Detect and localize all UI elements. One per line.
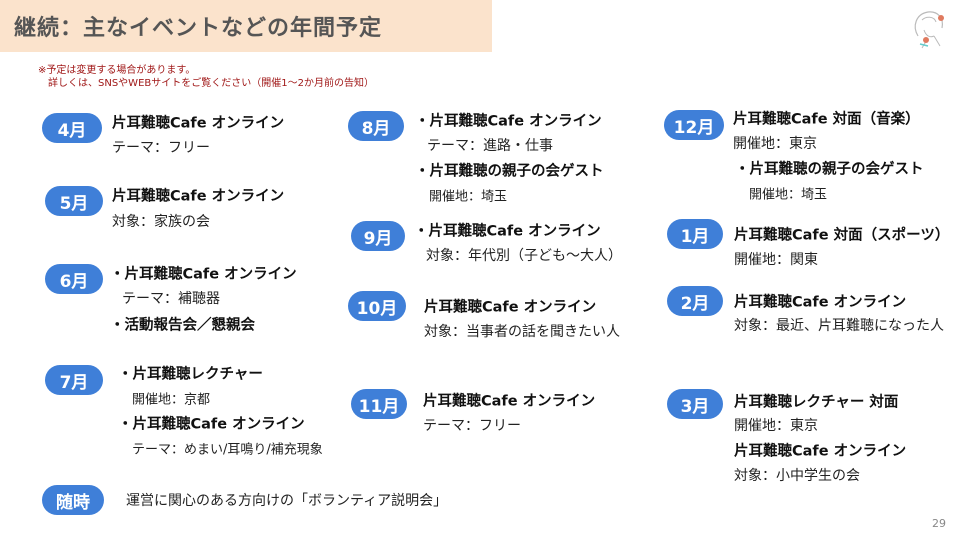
event-title: ・片耳難聴Cafe オンライン — [110, 266, 297, 283]
event-detail: テーマ：フリー — [112, 140, 210, 156]
event-title: 片耳難聴Cafe オンライン — [424, 299, 597, 316]
event-detail: 開催地：東京 — [733, 136, 817, 152]
event-detail: 開催地：関東 — [734, 252, 818, 268]
event-title: 片耳難聴Cafe 対面（音楽） — [733, 111, 920, 128]
month-badge: 2月 — [667, 286, 723, 316]
event-title: 片耳難聴Cafe オンライン — [112, 115, 285, 132]
event-detail: 運営に関心のある方向けの「ボランティア説明会」 — [126, 493, 448, 509]
schedule-note: ※予定は変更する場合があります。 詳しくは、SNSやWEBサイトをご覧ください（… — [38, 64, 374, 90]
event-title: ・片耳難聴Cafe オンライン — [118, 416, 305, 433]
month-badge: 9月 — [351, 221, 405, 251]
event-detail: 対象：小中学生の会 — [734, 468, 860, 484]
event-title: 片耳難聴Cafe 対面（スポーツ） — [734, 227, 950, 244]
month-badge: 11月 — [351, 389, 407, 419]
event-title: ・片耳難聴レクチャー — [118, 366, 263, 383]
event-detail: 対象：最近、片耳難聴になった人 — [734, 318, 944, 334]
month-badge: 4月 — [42, 113, 102, 143]
month-badge: 3月 — [667, 389, 723, 419]
event-detail: 開催地：埼玉 — [749, 187, 828, 203]
event-title: ・片耳難聴の親子の会ゲスト — [415, 163, 604, 180]
month-badge: 8月 — [348, 111, 404, 141]
month-badge: 7月 — [45, 365, 103, 395]
event-detail: 開催地：東京 — [734, 418, 818, 434]
title-bar: 継続：主なイベントなどの年間予定 — [0, 0, 492, 52]
logo-illustration-icon — [914, 11, 944, 49]
month-badge: 12月 — [664, 110, 724, 140]
event-title: 片耳難聴Cafe オンライン — [734, 294, 907, 311]
page-title: 継続：主なイベントなどの年間予定 — [14, 16, 383, 41]
event-detail: テーマ：めまい/耳鳴り/補充現象 — [132, 442, 323, 458]
month-badge: 1月 — [667, 219, 723, 249]
event-title: 片耳難聴Cafe オンライン — [112, 188, 285, 205]
page-number: 29 — [932, 517, 946, 530]
event-detail: テーマ：補聴器 — [122, 291, 220, 307]
event-title: 片耳難聴Cafe オンライン — [423, 393, 596, 410]
event-detail: 対象：年代別（子ども〜大人） — [426, 248, 622, 264]
month-badge: 10月 — [348, 291, 406, 321]
event-title: 片耳難聴Cafe オンライン — [734, 443, 907, 460]
event-detail: 対象：当事者の話を聞きたい人 — [424, 324, 620, 340]
event-detail: テーマ：フリー — [423, 418, 521, 434]
event-title: ・活動報告会／懇親会 — [110, 317, 255, 334]
note-line: ※予定は変更する場合があります。 — [38, 65, 196, 76]
month-badge: 6月 — [45, 264, 103, 294]
event-detail: テーマ：進路・仕事 — [427, 138, 553, 154]
event-detail: 開催地：埼玉 — [429, 189, 508, 205]
event-detail: 開催地：京都 — [132, 392, 211, 408]
month-badge: 5月 — [45, 186, 103, 216]
note-line: 詳しくは、SNSやWEBサイトをご覧ください（開催1〜2か月前の告知） — [48, 78, 374, 89]
event-detail: 対象：家族の会 — [112, 214, 210, 230]
event-title: ・片耳難聴Cafe オンライン — [414, 223, 601, 240]
event-title: 片耳難聴レクチャー 対面 — [734, 394, 899, 411]
month-badge: 随時 — [42, 485, 104, 515]
event-title: ・片耳難聴の親子の会ゲスト — [735, 161, 924, 178]
event-title: ・片耳難聴Cafe オンライン — [415, 113, 602, 130]
